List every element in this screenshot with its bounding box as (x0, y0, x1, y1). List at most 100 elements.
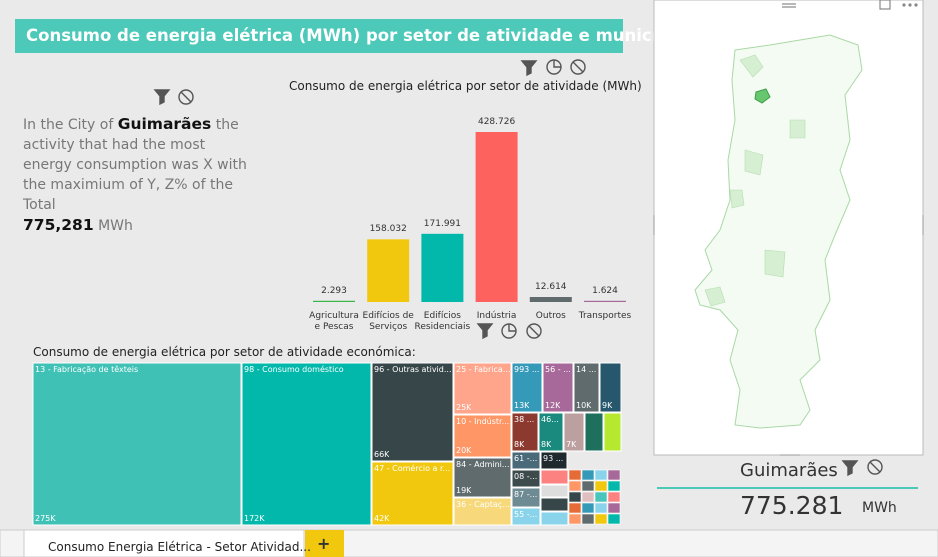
page-title: Consumo de energia elétrica (MWh) por se… (15, 19, 686, 53)
total: 775,281 (23, 216, 94, 234)
small-cell (581, 469, 595, 481)
treemap-cell (511, 412, 539, 452)
cell-label: 14 ... (576, 365, 597, 374)
filter-icon[interactable] (153, 89, 171, 106)
text-card: In the City of Guimarães the activity th… (23, 114, 258, 236)
add-tab-label[interactable]: + (317, 534, 331, 553)
small-cell (607, 491, 621, 503)
map-regions (704, 54, 806, 307)
value-label: 12.614 (535, 281, 567, 292)
cell-value: 275K (35, 514, 56, 523)
small-cell (540, 484, 569, 498)
treemap-cell (453, 497, 512, 526)
small-cell (581, 502, 595, 514)
clear-icon[interactable] (867, 459, 883, 475)
small-cell (540, 497, 569, 512)
cell-label: 36 - Captaç... (456, 500, 510, 509)
filter-icon[interactable] (520, 60, 538, 77)
bar (367, 239, 410, 302)
cell-label: 25 - Fabrica... (456, 365, 510, 374)
text: the activity that had the most energy co… (23, 117, 247, 213)
treemap-cell (453, 457, 512, 498)
treemap-cell (371, 362, 454, 462)
cell-label: 10 - Indústr... (456, 417, 510, 426)
bar (313, 300, 355, 302)
small-cell (568, 513, 582, 525)
treemap-cell (573, 362, 600, 413)
value-label: 428.726 (477, 117, 516, 127)
tab-label[interactable]: Consumo Energia Elétrica - Setor Ativida… (48, 540, 311, 554)
clear-icon[interactable] (526, 323, 542, 339)
cell-value: 19K (456, 486, 472, 495)
x-tick-label: Indústria (476, 311, 517, 321)
selected-municipality[interactable] (754, 88, 771, 104)
cell-label: 08 -... (514, 472, 538, 481)
treemap-cell (538, 412, 564, 452)
treemap-cell (603, 412, 622, 452)
card-city: Guimarães (740, 460, 838, 481)
treemap-cell (453, 414, 512, 458)
treemap-cell (511, 469, 541, 488)
unit: MWh (98, 218, 133, 234)
treemap-cell (511, 507, 541, 526)
filter-icon[interactable] (841, 460, 859, 477)
small-cell (568, 491, 582, 503)
clear-icon[interactable] (178, 89, 194, 105)
cell-value: 25K (456, 403, 472, 412)
cell-value: 20K (456, 446, 472, 455)
filter-icon[interactable] (476, 323, 494, 340)
small-cell (594, 502, 608, 514)
cell-value: 42K (374, 514, 390, 523)
add-tab-button[interactable] (305, 530, 344, 557)
cell-value: 66K (374, 450, 390, 459)
tab[interactable] (23, 529, 305, 557)
small-cell (581, 491, 595, 503)
cell-value: 13K (514, 401, 530, 410)
cell-value: 8K (541, 440, 552, 449)
city: Guimarães (117, 115, 212, 133)
treemap-cell (584, 412, 604, 452)
small-cell (594, 469, 608, 481)
bar (529, 296, 572, 302)
small-cell (607, 513, 621, 525)
cell-label: 61 -... (514, 454, 538, 463)
cell-label: 87 -... (514, 490, 538, 499)
small-cell (607, 502, 621, 514)
treemap-cell (511, 362, 543, 413)
cell-label: 56 - ... (545, 365, 571, 374)
small-cell (607, 480, 621, 492)
cell-label: 93 ... (543, 454, 564, 463)
x-tick-label: Edifícios de Serviços (362, 311, 414, 332)
treemap-cell (563, 412, 585, 452)
value-label: 158.032 (369, 224, 407, 235)
clear-icon[interactable] (570, 59, 586, 75)
portugal-map[interactable] (694, 34, 863, 429)
card-value: 775.281 (740, 491, 844, 520)
small-cell (581, 480, 595, 492)
small-cell (540, 511, 569, 526)
small-cell (594, 491, 608, 503)
cell-label: 46... (541, 415, 559, 424)
small-cell (594, 480, 608, 492)
small-cell (568, 469, 582, 481)
cell-label: 96 - Outras ativid... (374, 365, 452, 374)
chart-title: Consumo de energia elétrica por setor de… (33, 345, 416, 359)
treemap-cell (542, 362, 574, 413)
cell-value: 9K (602, 401, 613, 410)
x-tick-label: Transportes (578, 311, 632, 321)
small-cell (568, 502, 582, 514)
treemap-cell (453, 362, 512, 415)
chart-title: Consumo de energia elétrica por setor de… (289, 79, 642, 93)
small-cell (581, 513, 595, 525)
treemap-cell (511, 487, 541, 508)
cell-label: 98 - Consumo doméstico (244, 365, 344, 374)
small-cell (568, 480, 582, 492)
treemap-cell (241, 362, 372, 526)
treemap-cell (511, 451, 541, 470)
x-tick-label: Outros (535, 311, 566, 321)
x-tick-label: Agricultura e Pescas (309, 311, 359, 332)
cell-label: 993 ... (514, 365, 540, 374)
